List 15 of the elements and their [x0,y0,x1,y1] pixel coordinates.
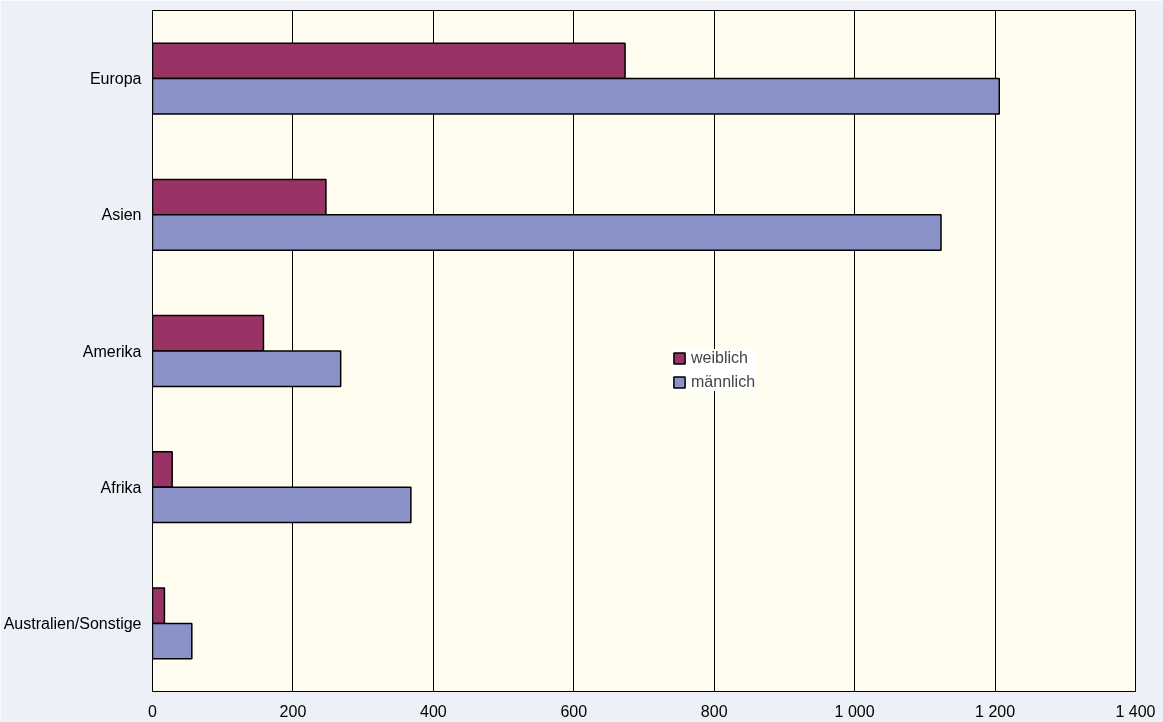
y-tick-label: Amerika [82,342,142,360]
x-tick-label: 1 400 [1115,702,1156,720]
y-tick-label: Australien/Sonstige [3,614,142,632]
x-tick-label: 600 [560,702,588,720]
legend-label: weiblich [691,349,748,367]
x-tick-label: 400 [420,702,447,720]
x-tick-label: 200 [279,702,307,720]
x-tick-label: 1 200 [975,702,1016,720]
y-tick-label: Asien [101,206,142,224]
x-tick-label: 1 000 [834,702,875,720]
y-tick-label: Europa [89,70,142,88]
legend-label: männlich [691,373,756,391]
y-tick-label: Afrika [100,478,142,496]
x-tick-label: 0 [148,702,158,720]
x-tick-label: 800 [700,702,728,720]
